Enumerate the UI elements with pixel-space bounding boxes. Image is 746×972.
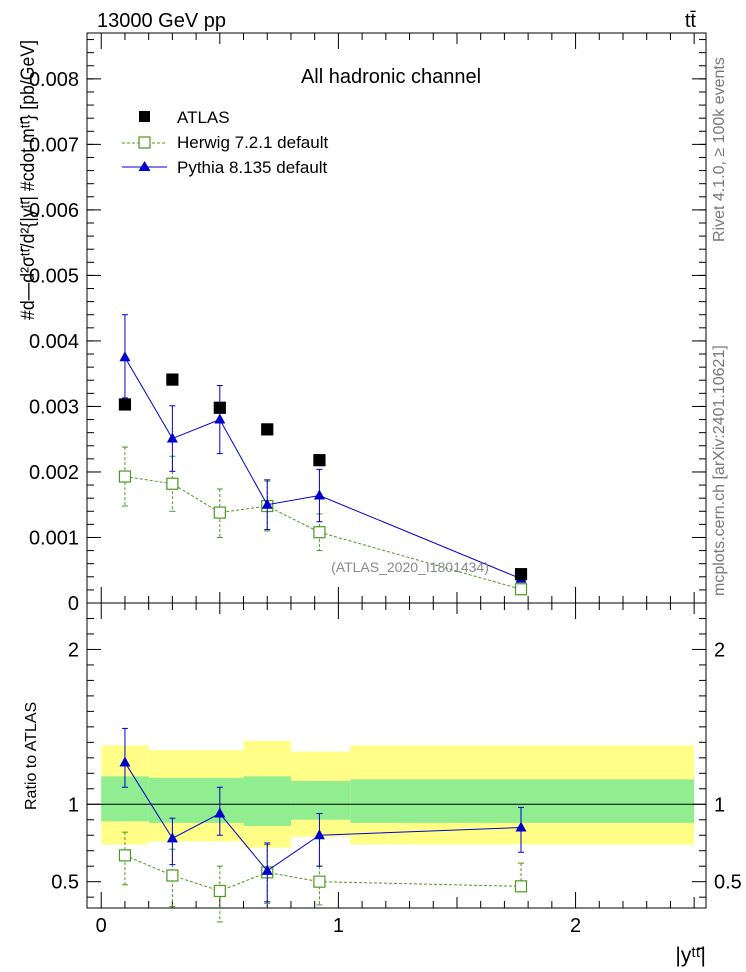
main-pythia-point: [261, 498, 273, 509]
ratio-panel-frame: [86, 602, 707, 909]
ratio-x-tick-label: 2: [570, 915, 581, 937]
main-pythia-point: [166, 432, 178, 443]
main-pythia-point: [313, 489, 325, 500]
main-y-tick-label: 0.002: [29, 462, 79, 484]
band-inner-2: [243, 776, 291, 826]
ratio-herwig-point: [213, 884, 226, 898]
main-atlas-point: [213, 401, 226, 414]
main-pythia-point: [119, 351, 131, 362]
legend-pythia-marker: [138, 161, 151, 171]
main-atlas-point: [166, 373, 179, 386]
ratio-y-tick-label-left: 1: [68, 794, 79, 816]
energy-label: 13000 GeV pp: [97, 10, 226, 32]
side-text-rivet-text: Rivet 4.1.0, ≥ 100k events: [711, 57, 728, 242]
ratio-pythia-point: [119, 756, 131, 767]
ratio-y-tick-label-right: 1: [714, 794, 725, 816]
main-series-group: [118, 314, 528, 596]
ratio-herwig-point: [166, 869, 179, 882]
legend-pythia-label: Pythia 8.135 default: [177, 158, 328, 177]
main-y-tick-label: 0.006: [29, 200, 79, 222]
main-pythia-line: [124, 357, 522, 580]
ratio-herwig-point: [118, 849, 132, 862]
main-herwig-point: [118, 470, 132, 483]
ratio-pythia-point: [166, 832, 178, 843]
channel-label: All hadronic channel: [301, 66, 481, 88]
y-axis-title-main: #d—d²σᵗᵗ̄/d²{|yᵗᵗ̄| #cdot mᵗᵗ̄} [pb/GeV]: [18, 40, 39, 320]
main-herwig-point: [313, 526, 326, 539]
main-y-tick-label: 0.004: [29, 331, 79, 353]
legend: ATLAS Herwig 7.2.1 default Pythia 8.135 …: [122, 108, 328, 177]
main-pythia-point: [214, 413, 226, 424]
ratio-x-tick-label: 1: [333, 915, 344, 937]
main-atlas-point: [313, 454, 326, 467]
ratio-pythia-line: [124, 762, 522, 872]
band-inner-4: [350, 779, 695, 823]
legend-atlas-marker: [139, 111, 150, 122]
ratio-y-tick-label-right: 2: [714, 639, 725, 661]
main-herwig-line: [124, 476, 522, 590]
ratio-herwig-point: [313, 875, 326, 888]
legend-herwig-label: Herwig 7.2.1 default: [177, 133, 328, 152]
x-axis-title: |yᵗᵗ̄|: [675, 944, 706, 967]
main-y-tick-label: 0.005: [29, 265, 79, 287]
side-text-mcplots: mcplots.cern.ch [arXiv:2401.10621]: [711, 345, 728, 596]
main-y-tick-label: 0.007: [29, 134, 79, 156]
ratio-pythia-point: [313, 829, 325, 840]
watermark: (ATLAS_2020_I1801434): [331, 559, 489, 575]
main-y-tick-label: 0.001: [29, 527, 79, 549]
ratio-pythia-point: [261, 864, 273, 875]
side-text-mcplots-text: mcplots.cern.ch [arXiv:2401.10621]: [711, 345, 728, 596]
main-atlas-point: [118, 398, 132, 411]
ratio-axis-ticks: 0.5 0.5 1 1 2 2 0 1 2: [51, 603, 742, 937]
main-herwig-point: [213, 506, 226, 519]
main-axis-ticks: 0 0.001 0.002 0.003 0.004 0.005 0.006 0.007 0.00…: [29, 33, 706, 615]
ratio-y-tick-label-left: 2: [68, 639, 79, 661]
y-axis-title-ratio: Ratio to ATLAS: [23, 702, 40, 810]
main-y-tick-label: 0: [68, 593, 79, 615]
ratio-y-tick-label-right: 0.5: [714, 872, 742, 894]
legend-herwig-marker: [138, 136, 151, 149]
ratio-uncertainty-bands: [101, 740, 695, 848]
y-axis-title-ratio-text: Ratio to ATLAS: [23, 702, 40, 810]
y-axis-title-main-text: #d—d²σᵗᵗ̄/d²{|yᵗᵗ̄| #cdot mᵗᵗ̄} [pb/GeV]: [18, 40, 39, 320]
main-atlas-point: [261, 423, 274, 436]
ratio-herwig-line: [124, 854, 522, 892]
ratio-herwig-point: [514, 880, 528, 893]
ratio-pythia-point: [515, 821, 527, 832]
main-atlas-point: [514, 568, 528, 581]
ratio-y-tick-label-left: 0.5: [51, 872, 79, 894]
main-y-tick-label: 0.008: [29, 69, 79, 91]
main-herwig-point: [514, 583, 528, 596]
main-y-tick-label: 0.003: [29, 396, 79, 418]
ratio-series-group: [118, 727, 528, 923]
main-herwig-point: [166, 477, 179, 490]
band-inner-1: [148, 777, 244, 823]
legend-atlas-label: ATLAS: [177, 108, 230, 127]
process-label: tt̄: [685, 10, 697, 32]
ratio-x-tick-label: 0: [96, 915, 107, 937]
ratio-pythia-point: [214, 807, 226, 818]
side-text-rivet: Rivet 4.1.0, ≥ 100k events: [711, 57, 728, 242]
